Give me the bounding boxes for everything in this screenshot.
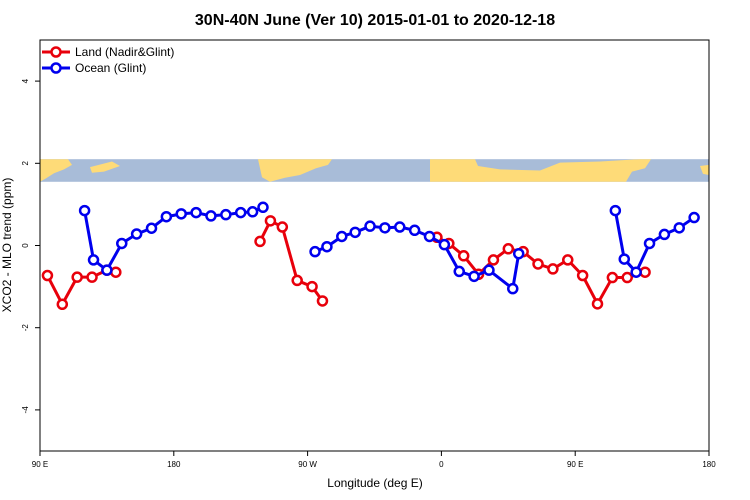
series-1-point-0-4 bbox=[130, 228, 143, 240]
series-1-point-0-8 bbox=[190, 206, 202, 219]
legend: Land (Nadir&Glint) Ocean (Glint) bbox=[42, 45, 174, 75]
plot-frame bbox=[39, 39, 710, 452]
map-land-3 bbox=[430, 159, 651, 182]
series-1-point-1-0 bbox=[309, 245, 321, 258]
series-1-point-1-7 bbox=[408, 224, 421, 237]
series-1-point-2-0 bbox=[609, 204, 622, 217]
legend-ocean-marker bbox=[50, 62, 62, 74]
series-1-point-1-9 bbox=[438, 238, 451, 251]
series-1-point-0-0 bbox=[78, 204, 91, 217]
legend-land-label: Land (Nadir&Glint) bbox=[75, 45, 174, 59]
x-tick-label-0: 90 E bbox=[32, 460, 48, 469]
series-0-point-2-8 bbox=[547, 263, 559, 275]
series-0-point-2-7 bbox=[532, 258, 544, 270]
series-1-point-1-10 bbox=[453, 265, 465, 278]
chart-title: 30N-40N June (Ver 10) 2015-01-01 to 2020… bbox=[195, 12, 555, 29]
series-1-point-0-3 bbox=[116, 237, 128, 250]
series-0-point-2-9 bbox=[562, 254, 574, 266]
series-0-point-0-0 bbox=[41, 269, 54, 282]
series-1-point-2-1 bbox=[618, 253, 631, 265]
x-tick-label-3: 0 bbox=[439, 460, 444, 469]
legend-land-marker bbox=[50, 46, 62, 58]
series-1-point-1-1 bbox=[321, 240, 333, 253]
series-1-point-0-7 bbox=[175, 208, 187, 220]
series-1-point-1-4 bbox=[364, 220, 376, 232]
legend-item-land: Land (Nadir&Glint) bbox=[42, 45, 174, 59]
series-1-point-2-3 bbox=[643, 237, 656, 250]
series-0-point-0-2 bbox=[71, 271, 83, 283]
series-0-point-2-11 bbox=[591, 298, 604, 310]
y-tick-label-4: 4 bbox=[21, 78, 30, 83]
x-tick-label-4: 90 E bbox=[567, 460, 583, 469]
series-1-point-0-12 bbox=[246, 206, 259, 218]
series-1-point-2-2 bbox=[630, 266, 642, 278]
legend-item-ocean: Ocean (Glint) bbox=[42, 61, 146, 75]
series-1-point-1-12 bbox=[483, 264, 495, 276]
series-0-point-1-5 bbox=[316, 295, 329, 307]
map-strip bbox=[40, 159, 709, 182]
series-0-point-2-2 bbox=[457, 250, 470, 262]
y-axis: -4 -2 0 2 4 bbox=[21, 78, 40, 413]
series-0-point-2-5 bbox=[502, 243, 515, 255]
series-0-point-2-4 bbox=[487, 254, 500, 266]
series-0-point-1-0 bbox=[254, 235, 266, 248]
x-tick-label-1: 180 bbox=[167, 460, 181, 469]
series-0-point-2-14 bbox=[639, 266, 651, 278]
series-0-point-1-4 bbox=[306, 280, 318, 293]
series-0-point-2-12 bbox=[606, 271, 619, 284]
series-1-point-1-5 bbox=[379, 222, 391, 234]
series-1-point-0-13 bbox=[257, 201, 269, 214]
series-1-point-0-1 bbox=[87, 254, 100, 266]
x-tick-label-5: 180 bbox=[702, 460, 716, 469]
y-tick-label-0: -4 bbox=[21, 406, 30, 414]
series-1-point-0-2 bbox=[101, 264, 113, 276]
series-1-point-1-14 bbox=[512, 247, 525, 260]
series-0-point-2-13 bbox=[621, 271, 633, 284]
legend-ocean-label: Ocean (Glint) bbox=[75, 61, 146, 75]
y-tick-label-3: 2 bbox=[21, 161, 30, 166]
series-0-point-0-5 bbox=[110, 266, 122, 278]
series-1-point-1-8 bbox=[423, 230, 436, 243]
map-land-4 bbox=[460, 171, 485, 182]
series-1-point-0-5 bbox=[145, 222, 158, 234]
series-layer bbox=[41, 201, 700, 311]
y-tick-label-2: 0 bbox=[21, 243, 30, 248]
series-1-point-2-5 bbox=[673, 222, 686, 234]
series-1-point-1-3 bbox=[349, 226, 361, 239]
series-1-point-1-13 bbox=[507, 282, 519, 295]
series-1-line-0 bbox=[83, 205, 264, 272]
series-0-point-1-2 bbox=[276, 221, 289, 233]
y-tick-label-1: -2 bbox=[21, 324, 30, 332]
series-0-line-2 bbox=[436, 235, 646, 306]
series-1-point-0-9 bbox=[205, 210, 217, 222]
series-1-point-0-11 bbox=[234, 206, 247, 219]
map-land-1 bbox=[90, 161, 120, 173]
series-0-point-1-3 bbox=[291, 274, 303, 287]
series-1-point-0-6 bbox=[160, 210, 173, 223]
series-0-point-2-10 bbox=[576, 269, 589, 282]
map-land-0 bbox=[40, 159, 72, 182]
series-1-point-1-2 bbox=[336, 230, 348, 243]
series-1-point-1-6 bbox=[394, 221, 406, 233]
series-1-point-2-6 bbox=[688, 211, 700, 224]
series-0-point-0-3 bbox=[86, 271, 98, 283]
series-1-point-0-10 bbox=[220, 208, 232, 221]
series-1-point-2-4 bbox=[658, 228, 671, 241]
x-tick-label-2: 90 W bbox=[298, 460, 317, 469]
y-axis-label: XCO2 - MLO trend (ppm) bbox=[0, 178, 14, 313]
series-1 bbox=[78, 201, 700, 295]
map-land-2 bbox=[258, 159, 332, 182]
x-axis: 90 E 180 90 W 0 90 E 180 bbox=[32, 451, 716, 469]
map-land-5 bbox=[700, 164, 709, 176]
series-0-point-0-1 bbox=[56, 298, 69, 311]
series-0-point-1-1 bbox=[264, 215, 277, 227]
x-axis-label: Longitude (deg E) bbox=[327, 476, 422, 490]
series-1-point-1-11 bbox=[468, 270, 480, 283]
